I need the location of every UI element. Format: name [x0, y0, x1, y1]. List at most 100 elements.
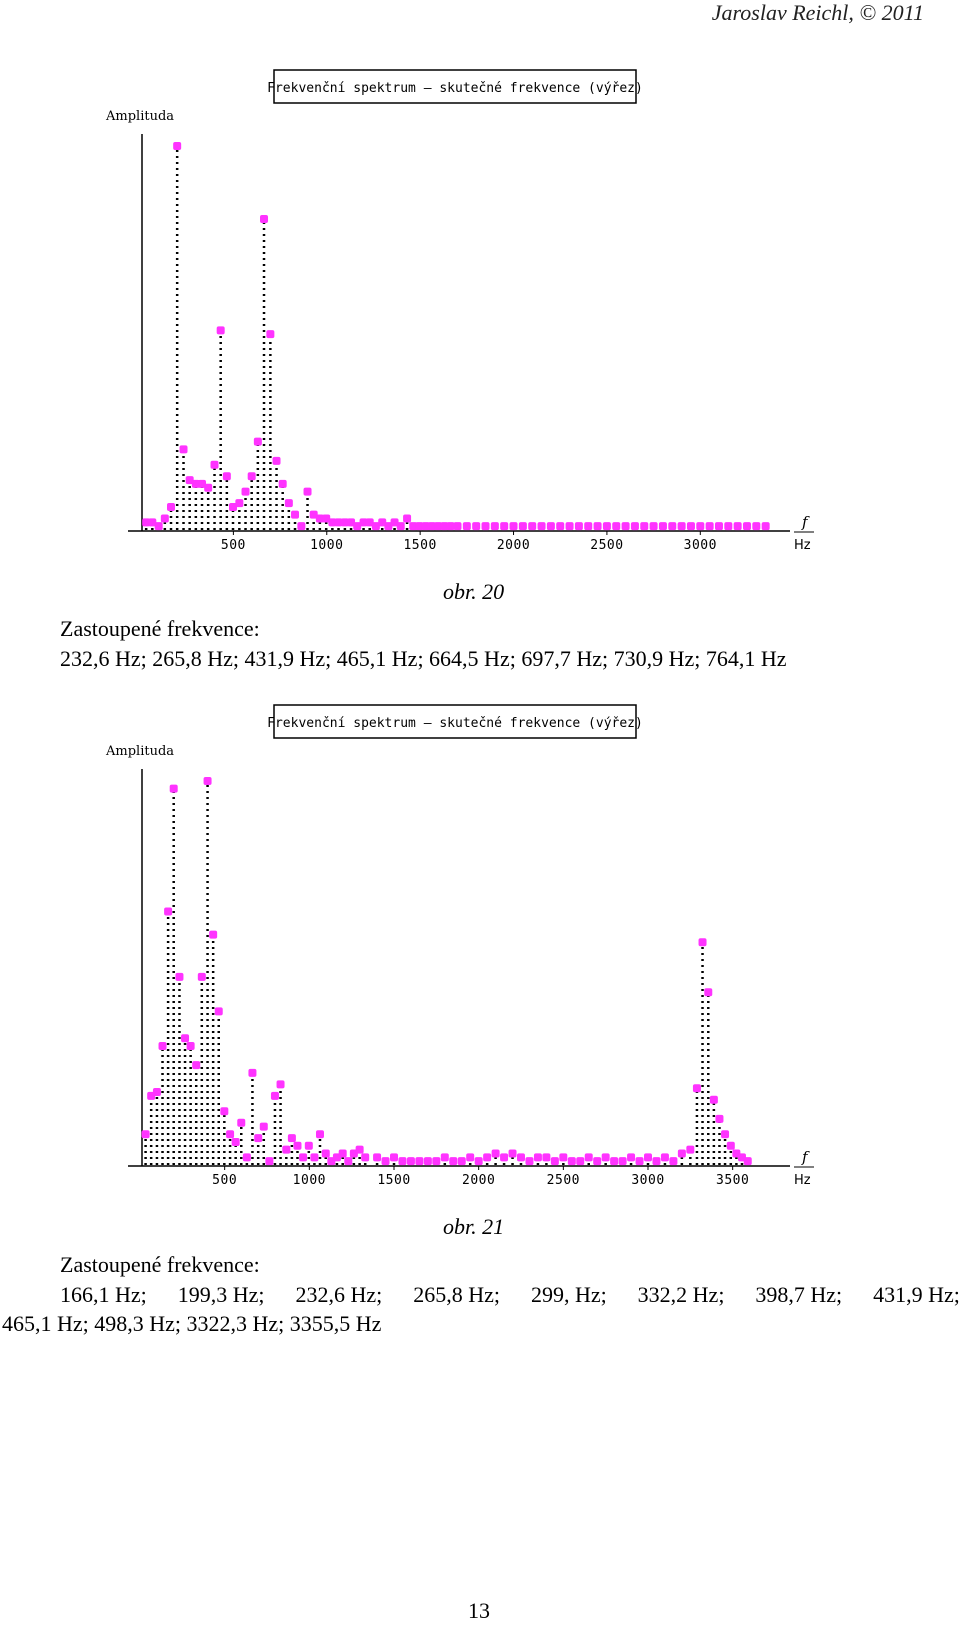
- data-point: [724, 522, 733, 531]
- data-point: [253, 437, 262, 446]
- data-point: [390, 1153, 398, 1162]
- data-point: [621, 522, 630, 531]
- data-point: [714, 522, 723, 531]
- frequency-item: 431,9 Hz;: [873, 1282, 960, 1307]
- data-point: [173, 142, 182, 150]
- data-point: [627, 1153, 636, 1162]
- data-point: [715, 1114, 724, 1123]
- data-point: [517, 1153, 525, 1162]
- data-point: [226, 1130, 235, 1139]
- data-point: [359, 518, 368, 527]
- data-point: [677, 1149, 686, 1158]
- chart-title: Frekvenční spektrum – skutečné frekvence…: [267, 716, 643, 731]
- data-point: [222, 472, 231, 481]
- frequency-item: 166,1 Hz;: [60, 1282, 147, 1307]
- data-point: [500, 1153, 509, 1162]
- data-point: [509, 522, 518, 531]
- data-point: [309, 510, 318, 519]
- data-point: [415, 1157, 424, 1166]
- data-point: [254, 1134, 263, 1143]
- frequencies-list-2-line-2: 465,1 Hz; 498,3 Hz; 3322,3 Hz; 3355,5 Hz: [2, 1311, 382, 1336]
- data-point: [310, 1153, 319, 1162]
- x-tick-label: 2500: [547, 1173, 580, 1188]
- x-tick-label: 3000: [631, 1173, 664, 1188]
- data-point: [584, 522, 593, 531]
- data-point: [396, 522, 405, 531]
- data-point: [287, 1134, 296, 1143]
- data-point: [584, 1153, 593, 1162]
- data-point: [186, 1041, 195, 1050]
- x-tick-label: 1500: [403, 538, 436, 553]
- data-point: [297, 522, 306, 531]
- frequency-item: 199,3 Hz;: [177, 1282, 265, 1307]
- data-point: [474, 1157, 483, 1166]
- data-point: [449, 1157, 458, 1166]
- data-point: [542, 1153, 551, 1162]
- chart-title-frame: [273, 704, 637, 739]
- data-point: [669, 1157, 678, 1166]
- data-point: [686, 1145, 695, 1154]
- data-point: [209, 930, 218, 939]
- data-point: [709, 1095, 718, 1104]
- data-point: [453, 522, 462, 531]
- data-point: [434, 522, 443, 531]
- data-point: [652, 1157, 661, 1166]
- data-point: [466, 1153, 475, 1162]
- data-point: [304, 1141, 313, 1150]
- data-point: [390, 518, 399, 527]
- data-point: [203, 777, 212, 785]
- data-point: [726, 1141, 735, 1150]
- data-point: [347, 518, 356, 527]
- data-point: [398, 1157, 407, 1166]
- data-point: [432, 1157, 441, 1166]
- data-point: [384, 522, 393, 531]
- x-axis-unit-label: Hz: [794, 538, 811, 553]
- frequencies-list-2-line-1: 166,1 Hz; 199,3 Hz; 232,6 Hz; 265,8 Hz; …: [60, 1282, 960, 1308]
- y-axis-label: Amplituda: [105, 109, 174, 124]
- spectrum-chart-2: Frekvenční spektrum – skutečné frekvence…: [105, 704, 814, 1188]
- data-point: [525, 1157, 534, 1166]
- data-point: [334, 518, 343, 527]
- data-point: [752, 522, 761, 531]
- data-point: [576, 1157, 585, 1166]
- data-point: [291, 510, 300, 519]
- data-point: [303, 487, 312, 496]
- data-point: [618, 1157, 627, 1166]
- frequency-item: 398,7 Hz;: [755, 1282, 843, 1307]
- data-point: [198, 479, 207, 488]
- data-point: [216, 326, 225, 335]
- data-point: [743, 1157, 752, 1166]
- data-point: [593, 522, 602, 531]
- chart-title: Frekvenční spektrum – skutečné frekvence…: [267, 81, 643, 96]
- x-axis-label: f: [801, 1148, 810, 1166]
- data-point: [338, 1149, 347, 1158]
- data-point: [355, 1145, 364, 1154]
- data-point: [340, 518, 349, 527]
- data-point: [533, 1153, 542, 1162]
- data-point: [276, 1080, 285, 1089]
- data-point: [658, 522, 667, 531]
- data-point: [197, 972, 206, 981]
- data-point: [353, 522, 362, 531]
- data-point: [406, 1157, 415, 1166]
- frequency-item: 299, Hz;: [530, 1282, 607, 1307]
- data-point: [365, 518, 374, 527]
- spectrum-figure-2: Frekvenční spektrum – skutečné frekvence…: [100, 703, 860, 1203]
- data-point: [421, 522, 430, 531]
- figure-caption-1: obr. 20: [443, 579, 505, 604]
- data-point: [278, 479, 287, 488]
- y-axis-label: Amplituda: [105, 744, 174, 759]
- data-point: [440, 522, 449, 531]
- data-point: [546, 522, 555, 531]
- data-point: [247, 472, 256, 481]
- data-point: [175, 972, 184, 981]
- data-point: [640, 522, 649, 531]
- data-point: [237, 1118, 246, 1127]
- data-point: [231, 1137, 240, 1146]
- data-point: [704, 988, 713, 997]
- data-point: [299, 1153, 308, 1162]
- data-point: [518, 522, 527, 531]
- data-point: [644, 1153, 652, 1162]
- data-point: [733, 522, 742, 531]
- x-tick-label: 1000: [310, 538, 343, 553]
